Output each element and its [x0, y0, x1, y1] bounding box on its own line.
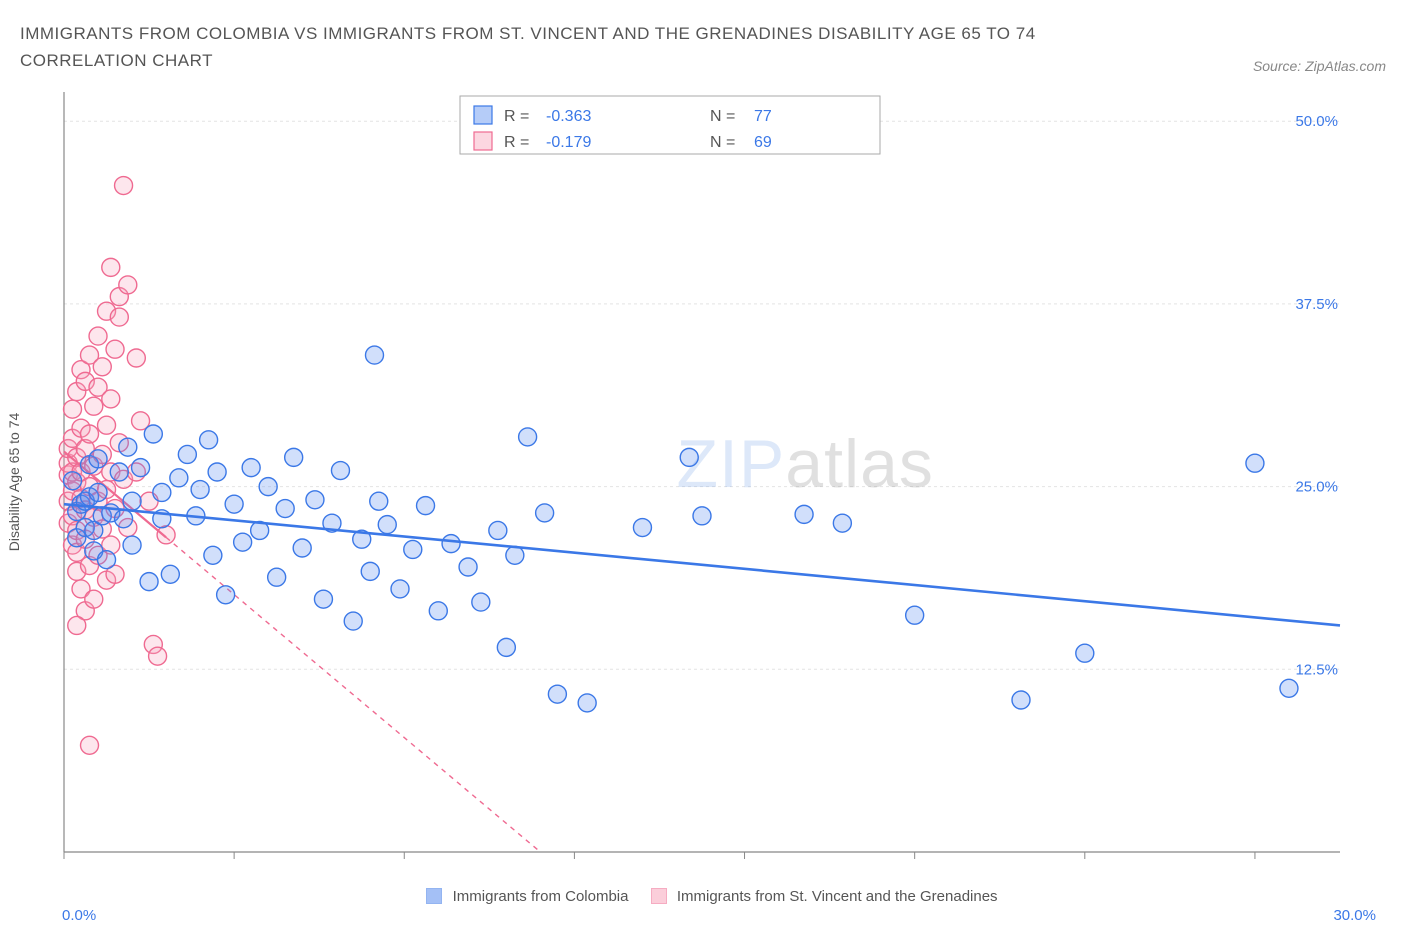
svg-text:69: 69 [754, 134, 772, 151]
svg-text:N =: N = [710, 108, 735, 125]
svg-text:25.0%: 25.0% [1295, 479, 1338, 496]
svg-text:12.5%: 12.5% [1295, 662, 1338, 679]
svg-text:-0.363: -0.363 [546, 108, 591, 125]
correlation-chart: Disability Age 65 to 74 12.5%25.0%37.5%5… [20, 82, 1386, 882]
legend-swatch-stvincent [651, 888, 667, 904]
chart-svg: 12.5% 25.0% 37.5% 50.0% ZIPatlas R = -0.363 N =… [20, 82, 1350, 882]
legend-label-stvincent: Immigrants from St. Vincent and the Gren… [677, 888, 998, 905]
x-axis-max-label: 30.0% [1333, 907, 1376, 924]
legend-label-colombia: Immigrants from Colombia [453, 888, 629, 905]
legend-swatch-colombia [426, 888, 442, 904]
y-axis-label: Disability Age 65 to 74 [6, 413, 22, 552]
page-title-line2: CORRELATION CHART [20, 47, 1036, 74]
svg-text:-0.179: -0.179 [546, 134, 591, 151]
page-title-line1: IMMIGRANTS FROM COLOMBIA VS IMMIGRANTS F… [20, 20, 1036, 47]
svg-text:N =: N = [710, 134, 735, 151]
x-axis-min-label: 0.0% [62, 907, 96, 924]
legend-bottom: Immigrants from Colombia Immigrants from… [20, 888, 1386, 905]
svg-text:37.5%: 37.5% [1295, 296, 1338, 313]
svg-text:R =: R = [504, 134, 529, 151]
svg-text:R =: R = [504, 108, 529, 125]
source-attribution: Source: ZipAtlas.com [1253, 58, 1386, 74]
x-axis-end-labels: 0.0% 30.0% [20, 907, 1386, 924]
svg-text:50.0%: 50.0% [1295, 114, 1338, 131]
svg-text:ZIPatlas: ZIPatlas [676, 427, 933, 503]
svg-text:77: 77 [754, 108, 772, 125]
